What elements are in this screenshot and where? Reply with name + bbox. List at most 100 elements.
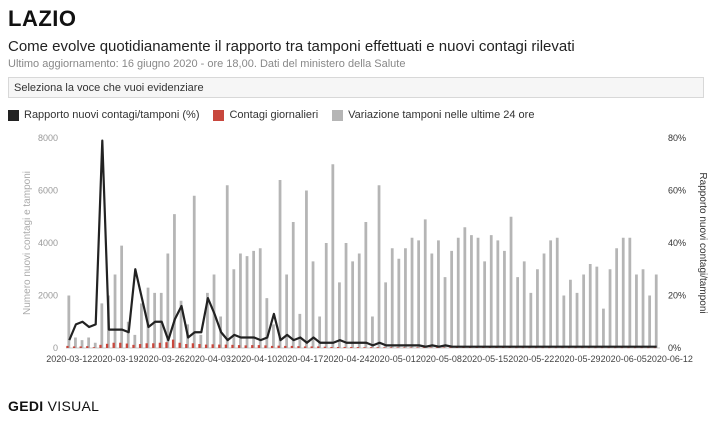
contagi-bar bbox=[105, 343, 109, 348]
tamponi-bar bbox=[635, 274, 638, 348]
contagi-bar bbox=[290, 345, 294, 348]
tamponi-bar bbox=[357, 253, 361, 348]
tamponi-bar bbox=[291, 222, 295, 348]
contagi-bar bbox=[79, 346, 82, 348]
contagi-bar bbox=[435, 347, 439, 348]
tamponi-bar bbox=[120, 245, 124, 349]
contagi-bar bbox=[303, 346, 307, 348]
tamponi-bar bbox=[166, 253, 170, 348]
y2-tick-label: 40% bbox=[668, 238, 686, 248]
contagi-bar bbox=[231, 344, 234, 348]
contagi-bar bbox=[264, 345, 267, 349]
tamponi-bar bbox=[278, 180, 282, 348]
contagi-bar bbox=[633, 347, 637, 349]
contagi-bar bbox=[369, 347, 373, 348]
contagi-bar bbox=[653, 347, 657, 349]
contagi-bar bbox=[132, 344, 135, 348]
contagi-bar bbox=[376, 347, 379, 348]
tamponi-bar bbox=[93, 342, 97, 348]
contagi-bar bbox=[600, 347, 604, 349]
tamponi-bar bbox=[549, 240, 553, 348]
legend-swatch-ratio bbox=[8, 109, 19, 121]
tamponi-bar bbox=[311, 261, 315, 349]
x-tick-label: 2020-06-12 bbox=[647, 354, 693, 364]
contagi-bar bbox=[204, 344, 208, 348]
tamponi-bar bbox=[503, 250, 506, 349]
contagi-bar bbox=[350, 346, 353, 348]
tamponi-bar bbox=[225, 185, 229, 348]
contagi-bar bbox=[515, 347, 518, 349]
tamponi-bar bbox=[126, 321, 130, 348]
tamponi-bar bbox=[397, 258, 401, 348]
contagi-bar bbox=[627, 347, 630, 349]
y-tick-label: 2000 bbox=[38, 291, 58, 301]
contagi-bar bbox=[640, 347, 643, 349]
tamponi-bar bbox=[364, 222, 368, 348]
contagi-bar bbox=[138, 344, 142, 348]
tamponi-bar bbox=[239, 253, 242, 348]
tamponi-bar bbox=[615, 248, 619, 348]
y2-tick-label: 80% bbox=[668, 133, 686, 143]
legend-item-tamponi[interactable]: Variazione tamponi nelle ultime 24 ore bbox=[332, 109, 534, 121]
contagi-bar bbox=[86, 346, 89, 348]
tamponi-bar bbox=[648, 295, 652, 348]
tamponi-bar bbox=[443, 277, 447, 349]
legend-label-ratio: Rapporto nuovi contagi/tamponi (%) bbox=[24, 109, 200, 121]
x-tick-label: 2020-04-24 bbox=[323, 354, 369, 364]
tamponi-bar bbox=[390, 248, 394, 348]
contagi-bar bbox=[336, 346, 340, 348]
contagi-bar bbox=[178, 342, 181, 348]
contagi-bar bbox=[614, 347, 617, 349]
contagi-bar bbox=[607, 347, 610, 349]
contagi-bar bbox=[534, 347, 538, 349]
tamponi-bar bbox=[595, 266, 599, 349]
tamponi-bar bbox=[654, 274, 658, 348]
contagi-bar bbox=[383, 347, 386, 348]
tamponi-bar bbox=[100, 303, 104, 349]
contagi-bar bbox=[119, 342, 122, 348]
tamponi-bar bbox=[377, 185, 381, 348]
legend-item-contagi[interactable]: Contagi giornalieri bbox=[213, 109, 318, 121]
contagi-bar bbox=[422, 347, 426, 348]
contagi-bar bbox=[567, 347, 571, 349]
contagi-bar bbox=[112, 342, 115, 348]
tamponi-bar bbox=[245, 256, 249, 349]
x-tick-label: 2020-05-29 bbox=[554, 354, 600, 364]
contagi-bar bbox=[257, 345, 261, 348]
contagi-bar bbox=[158, 342, 162, 348]
tamponi-bar bbox=[199, 334, 203, 349]
contagi-bar bbox=[270, 345, 274, 348]
tamponi-bar bbox=[489, 235, 493, 349]
tamponi-bar bbox=[324, 243, 328, 348]
contagi-bar bbox=[198, 344, 201, 348]
tamponi-bar bbox=[133, 334, 137, 349]
contagi-bar bbox=[620, 347, 624, 349]
tamponi-bar bbox=[87, 337, 91, 348]
contagi-bar bbox=[310, 346, 313, 348]
legend-item-ratio[interactable]: Rapporto nuovi contagi/tamponi (%) bbox=[8, 109, 199, 121]
tamponi-bar bbox=[437, 240, 440, 348]
highlight-selector-placeholder: Seleziona la voce che vuoi evidenziare bbox=[14, 82, 204, 94]
contagi-bar bbox=[284, 345, 287, 348]
tamponi-bar bbox=[509, 216, 513, 348]
contagi-bar bbox=[165, 342, 168, 348]
x-tick-label: 2020-03-12 bbox=[46, 354, 92, 364]
chart-plot: 0 2000 4000 6000 8000 0% 20% 40% 60% 80% 2020-03-1… bbox=[22, 133, 708, 364]
tamponi-bar bbox=[542, 253, 546, 348]
contagi-bar bbox=[356, 347, 360, 348]
contagi-bar bbox=[548, 347, 551, 349]
ratio-line bbox=[68, 139, 657, 348]
logo-sub: VISUAL bbox=[43, 398, 100, 414]
legend-label-contagi: Contagi giornalieri bbox=[229, 109, 319, 121]
contagi-bar bbox=[574, 347, 577, 349]
highlight-selector[interactable]: Seleziona la voce che vuoi evidenziare bbox=[8, 77, 704, 98]
contagi-bar bbox=[99, 344, 102, 348]
contagi-bar bbox=[244, 345, 247, 349]
tamponi-bar bbox=[582, 274, 586, 348]
contagi-bar bbox=[587, 347, 591, 349]
contagi-bar bbox=[442, 347, 445, 348]
tamponi-bar bbox=[628, 237, 632, 348]
gedi-visual-logo: GEDI VISUAL bbox=[8, 398, 99, 414]
tamponi-bar bbox=[463, 227, 467, 348]
contagi-bar bbox=[317, 346, 320, 348]
